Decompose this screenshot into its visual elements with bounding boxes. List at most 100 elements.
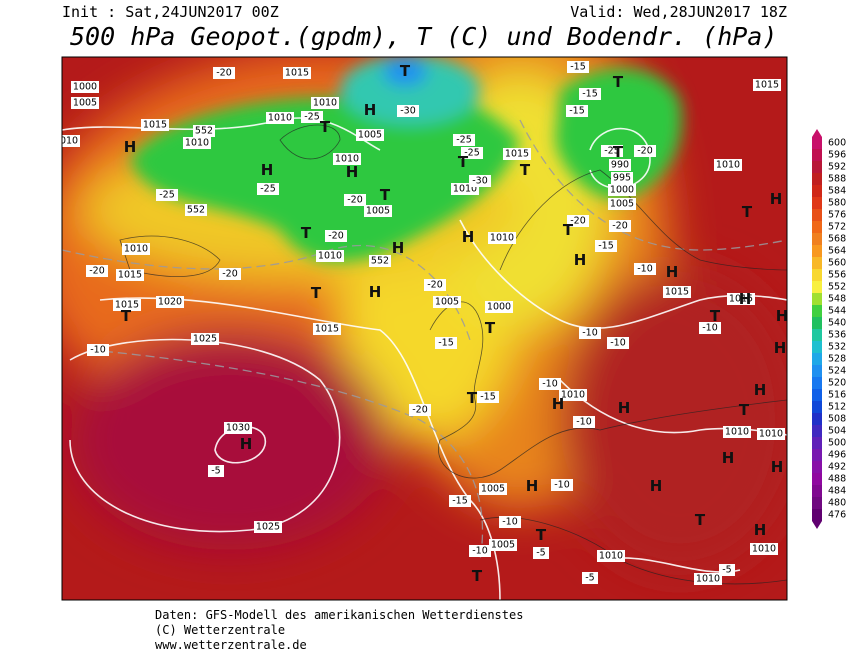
pressure-label-box [488,232,516,244]
pressure-label: 1005 [491,540,515,551]
pressure-center: T [400,62,411,80]
colorbar-tick-label: 536 [828,330,846,341]
temperature-label: -30 [400,106,416,117]
pressure-label-box [283,67,311,79]
pressure-center: T [485,319,496,337]
pressure-center: H [771,458,784,476]
pressure-label-box [356,129,384,141]
pressure-center: T [520,161,531,179]
colorbar-swatch [812,365,822,377]
temperature-label-box [539,378,561,390]
pressure-label-box [224,422,252,434]
colorbar-swatch [812,257,822,269]
map-frame [61,56,788,601]
temperature-label: -5 [722,565,731,576]
pressure-label-box [723,426,751,438]
colorbar-swatch [812,161,822,173]
temperature-label: -25 [604,146,620,157]
pressure-label-box [559,389,587,401]
colorbar-swatch [812,281,822,293]
pressure-label: 1025 [256,522,280,533]
contour-label-box [185,204,207,216]
colorbar-tick-label: 492 [828,462,846,473]
pressure-label: 1010 [752,544,776,555]
temperature-label: -5 [211,466,220,477]
pressure-label-box [609,159,631,171]
pressure-label-box [116,269,144,281]
colorbar-tick-label: 580 [828,198,846,209]
colorbar-swatch [812,449,822,461]
pressure-center: T [613,73,624,91]
pressure-label: 1010 [696,574,720,585]
pressure-label: 1005 [358,130,382,141]
colorbar-swatch [812,149,822,161]
pressure-label-box [694,573,722,585]
pressure-label: 1005 [435,297,459,308]
pressure-center: T [467,389,478,407]
colorbar-swatch [812,233,822,245]
temperature-label-box [579,327,601,339]
contour-label: 552 [187,205,205,216]
pressure-center: T [742,203,753,221]
pressure-label-box [113,299,141,311]
colorbar-tick-label: 556 [828,270,846,281]
colorbar-tick-label: 508 [828,414,846,425]
pressure-label: 1005 [366,206,390,217]
colorbar-swatch [812,137,822,149]
valid-time: Valid: Wed,28JUN2017 18Z [570,3,787,21]
pressure-label-box [141,119,169,131]
temperature-label-box [461,147,483,159]
colorbar-swatch [812,425,822,437]
pressure-label-box [611,172,633,184]
temperature-label-box [634,263,656,275]
temperature-label: -10 [554,480,570,491]
temperature-label: -20 [412,405,428,416]
pressure-label-box [485,301,513,313]
temperature-label-box [607,337,629,349]
pressure-label: 1015 [315,324,339,335]
colorbar-tick-label: 588 [828,174,846,185]
temperature-label: -25 [464,148,480,159]
pressure-center: H [462,228,475,246]
pressure-label-box [333,153,361,165]
pressure-label: 1010 [268,113,292,124]
pressure-label-box [433,296,461,308]
pressure-label: 1010 [185,138,209,149]
pressure-center: T [311,284,322,302]
colorbar-swatch [812,437,822,449]
temperature-label: -20 [570,216,586,227]
pressure-center: T [320,118,331,136]
pressure-center: H [722,449,735,467]
colorbar-swatch [812,485,822,497]
colorbar-tick-label: 568 [828,234,846,245]
colorbar-tick-label: 540 [828,318,846,329]
temperature-label: -15 [438,338,454,349]
colorbar-tick-label: 548 [828,294,846,305]
pressure-label: 1010 [599,551,623,562]
colorbar-swatch [812,377,822,389]
pressure-center: H [754,521,767,539]
temperature-label: -10 [610,338,626,349]
pressure-label: 1015 [285,68,309,79]
colorbar-swatch [812,317,822,329]
temperature-label-box [87,344,109,356]
contour-label-box [369,255,391,267]
temperature-label: -15 [452,496,468,507]
temperature-label-box [551,479,573,491]
footer-source: Daten: GFS-Modell des amerikanischen Wet… [155,608,523,622]
pressure-label-box [503,148,531,160]
temperature-label: -15 [598,241,614,252]
temperature-label: -10 [90,345,106,356]
temperature-label-box [579,88,601,100]
temperature-label-box [567,61,589,73]
colorbar-tick-label: 552 [828,282,846,293]
temperature-label: -15 [569,106,585,117]
colorbar-tick-label: 484 [828,486,846,497]
pressure-label: 1010 [313,98,337,109]
pressure-label: 1005 [481,484,505,495]
colorbar-cap-bottom [812,521,822,529]
colorbar-tick-label: 572 [828,222,846,233]
colorbar-swatch [812,197,822,209]
pressure-label-box [608,198,636,210]
